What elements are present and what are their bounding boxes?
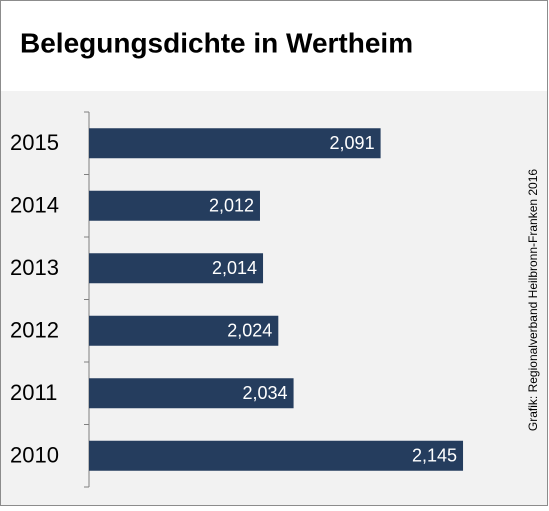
bar xyxy=(89,315,279,346)
value-label: 2,014 xyxy=(212,258,257,278)
y-tick-label: 2011 xyxy=(10,380,57,405)
y-tick-label: 2010 xyxy=(10,443,59,468)
header xyxy=(1,1,547,91)
value-label: 2,034 xyxy=(243,383,288,403)
bar xyxy=(89,378,294,409)
bar xyxy=(89,128,381,159)
value-label: 2,091 xyxy=(330,133,375,153)
bar xyxy=(89,253,264,284)
source-note: Grafik: Regionalverband Heilbronn-Franke… xyxy=(526,169,540,431)
bar xyxy=(89,440,464,471)
value-label: 2,024 xyxy=(227,321,272,341)
value-label: 2,012 xyxy=(209,196,254,216)
y-tick-label: 2015 xyxy=(10,130,59,155)
bar xyxy=(89,190,260,221)
y-tick-label: 2012 xyxy=(10,318,59,343)
chart-title: Belegungsdichte in Wertheim xyxy=(20,27,413,58)
y-tick-label: 2014 xyxy=(10,193,59,218)
value-label: 2,145 xyxy=(412,446,457,466)
y-tick-label: 2013 xyxy=(10,255,59,280)
